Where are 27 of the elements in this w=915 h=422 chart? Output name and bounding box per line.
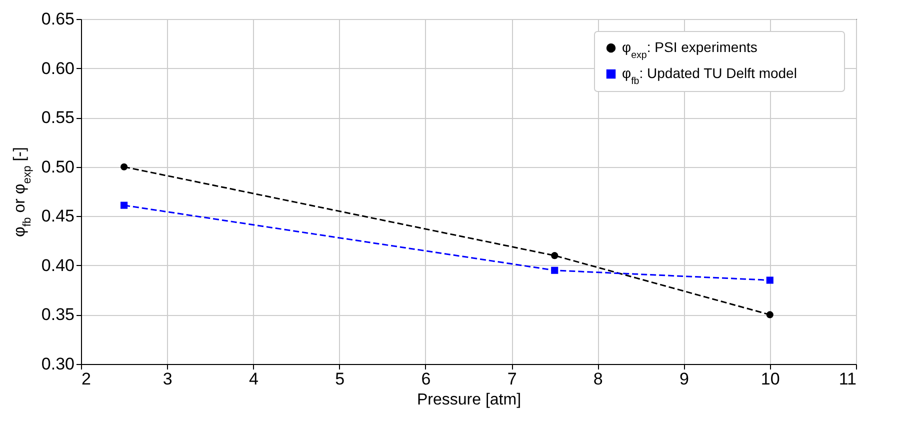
x-tick-label: 11 — [838, 370, 856, 388]
point — [551, 252, 558, 260]
y-tick-label: 0.60 — [41, 58, 74, 78]
y-tick-label: 0.65 — [41, 10, 74, 28]
x-axis-title: Pressure [atm] — [416, 392, 522, 408]
x-tick-label: 10 — [760, 370, 780, 388]
x-tick-label: 8 — [593, 370, 603, 388]
legend-label: φ$_{fb}$: Updated TU Delft model — [622, 65, 797, 86]
y-tick-label: 0.30 — [41, 354, 74, 374]
y-tick-label: 0.40 — [41, 256, 74, 275]
y-tick-label: 0.55 — [41, 108, 74, 128]
point — [766, 311, 774, 318]
x-tick-label: 6 — [421, 370, 431, 388]
x-tick-label: 2 — [82, 370, 91, 388]
point — [120, 163, 128, 170]
x-tick-label: 9 — [680, 370, 690, 388]
x-tick-label: 4 — [248, 370, 258, 388]
y-tick-label: 0.45 — [41, 206, 74, 226]
point — [120, 202, 128, 209]
point — [766, 276, 774, 284]
y-tick-label: 0.50 — [41, 157, 74, 176]
x-tick-label: 7 — [507, 370, 517, 388]
y-tick-label: 0.35 — [41, 305, 74, 324]
x-tick-label: 3 — [162, 370, 172, 388]
point — [551, 266, 558, 274]
x-tick-label: 5 — [335, 370, 345, 388]
legend-label: φ$_{exp}$: PSI experiments — [622, 39, 758, 60]
